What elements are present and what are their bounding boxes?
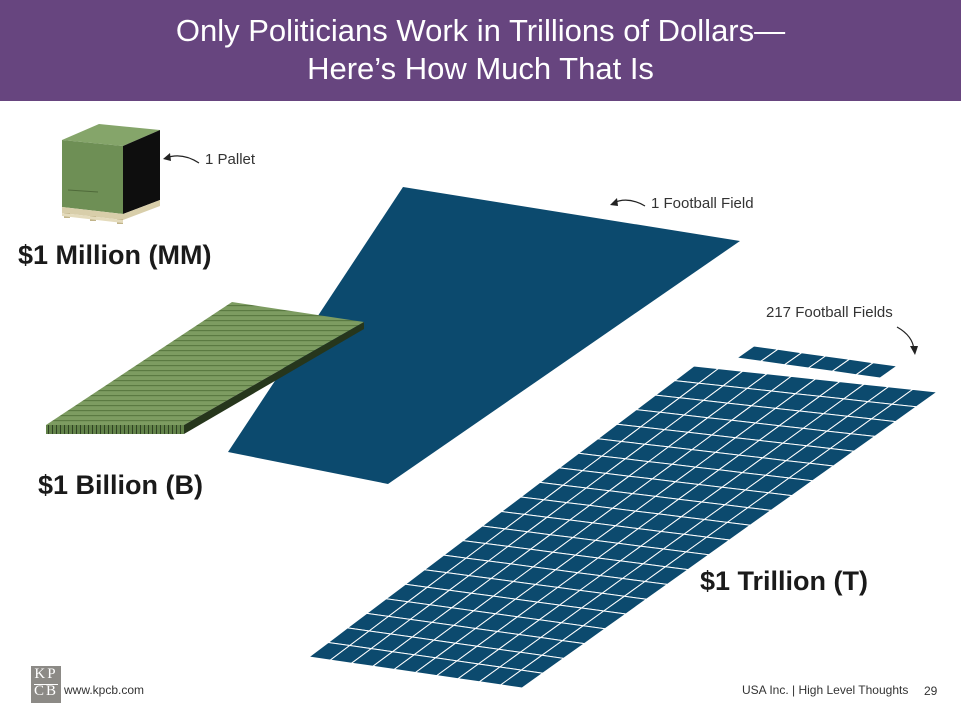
pallet-arrow (165, 155, 200, 164)
logo-bottom-text: CB (33, 683, 58, 699)
football-field-tile (854, 362, 899, 379)
kpcb-logo: KP CB (31, 666, 61, 703)
million-label: $1 Million (MM) (18, 240, 212, 270)
trillion-label: $1 Trillion (T) (700, 566, 869, 596)
slide-title-line-1: Only Politicians Work in Trillions of Do… (175, 13, 786, 48)
page-number: 29 (924, 684, 938, 698)
logo-top-text: KP (34, 666, 58, 682)
slide-title: Only Politicians Work in Trillions of Do… (0, 12, 961, 88)
billion-label: $1 Billion (B) (38, 470, 204, 500)
football-field (228, 187, 740, 484)
slide-title-line-2: Here’s How Much That Is (307, 51, 654, 86)
football-field-label: 1 Football Field (651, 195, 754, 212)
football-field-tile (499, 669, 545, 689)
football-field-grid (307, 345, 939, 689)
title-banner: Only Politicians Work in Trillions of Do… (0, 0, 961, 101)
website-link[interactable]: www.kpcb.com (64, 683, 145, 697)
billion-money-stack (46, 302, 364, 434)
money-illustration (46, 124, 939, 689)
footer-caption: USA Inc. | High Level Thoughts (742, 683, 909, 697)
fields-217-label: 217 Football Fields (766, 304, 893, 321)
pallet-label: 1 Pallet (205, 151, 256, 168)
pallet-cube (62, 124, 160, 224)
